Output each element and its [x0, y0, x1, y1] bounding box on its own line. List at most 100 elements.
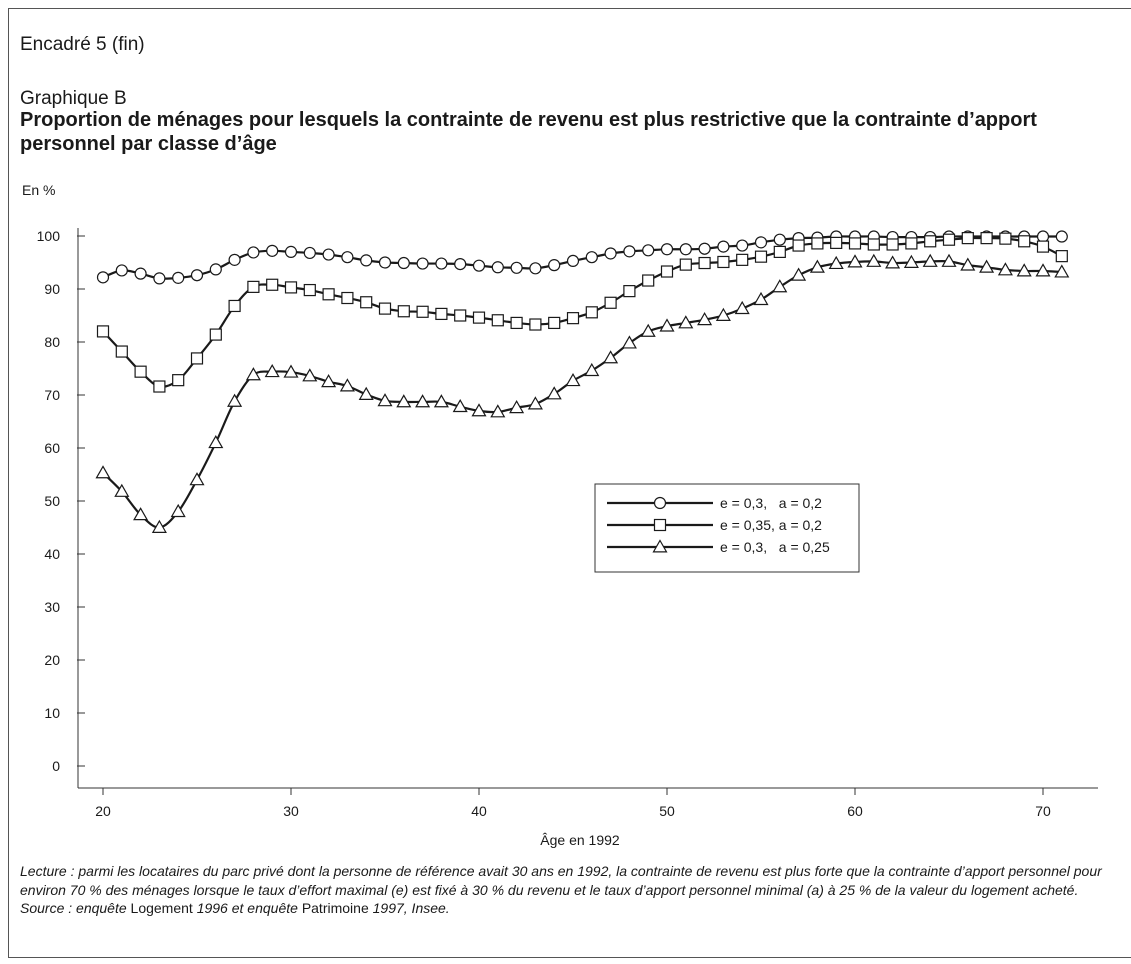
data-point-square-37	[416, 305, 429, 318]
data-point-square-47	[604, 296, 617, 309]
data-point-triangle-46	[584, 362, 600, 377]
data-point-square-25	[190, 352, 204, 365]
legend-box	[594, 483, 860, 573]
data-point-square-65	[942, 233, 956, 246]
legend-label-square: e = 0,35, a = 0,2	[720, 517, 822, 533]
legend-marker-triangle	[652, 539, 668, 553]
data-point-triangle-26	[208, 434, 224, 449]
data-point-circle-26	[209, 263, 222, 276]
y-tick-label-70: 70	[44, 387, 60, 403]
data-point-triangle-67	[979, 259, 995, 273]
data-point-square-55	[754, 250, 768, 263]
data-point-triangle-61	[866, 253, 882, 267]
data-point-square-63	[905, 237, 918, 250]
data-point-square-39	[454, 309, 467, 322]
x-tick-label-50: 50	[659, 803, 675, 819]
y-tick-label-50: 50	[44, 493, 60, 509]
data-point-square-21	[115, 345, 128, 358]
data-point-circle-36	[397, 256, 410, 270]
data-point-square-29	[266, 278, 279, 291]
data-point-square-56	[773, 245, 786, 258]
data-point-triangle-44	[546, 386, 562, 400]
data-point-square-52	[698, 256, 711, 270]
x-tick-label-20: 20	[95, 803, 111, 819]
data-point-circle-47	[604, 247, 617, 260]
data-point-square-41	[491, 314, 504, 327]
source-text-1: Source : enquête	[20, 900, 131, 916]
figure-notes: Lecture : parmi les locataires du parc p…	[20, 862, 1115, 918]
data-point-circle-29	[266, 244, 279, 257]
data-point-circle-28	[247, 246, 260, 259]
data-point-square-27	[228, 299, 241, 313]
data-point-circle-35	[378, 256, 392, 269]
data-point-triangle-23	[151, 519, 167, 533]
data-point-square-45	[566, 312, 580, 325]
data-point-square-31	[303, 283, 316, 297]
y-tick-label-100: 100	[37, 228, 61, 244]
data-point-square-20	[96, 325, 110, 338]
source-text-3: 1997, Insee.	[368, 900, 450, 916]
data-point-square-51	[679, 258, 692, 271]
data-point-triangle-29	[264, 363, 280, 378]
data-point-square-59	[830, 236, 843, 249]
data-point-circle-52	[698, 242, 711, 255]
data-point-square-61	[867, 238, 880, 251]
data-point-square-22	[134, 365, 147, 378]
data-point-circle-51	[679, 243, 692, 256]
box-title: Encadré 5 (fin)	[20, 34, 145, 55]
data-point-triangle-41	[490, 404, 506, 418]
legend-marker-circle	[653, 496, 667, 510]
data-point-square-64	[924, 235, 937, 248]
data-point-triangle-71	[1054, 264, 1070, 278]
data-point-triangle-25	[189, 472, 205, 486]
data-point-square-34	[360, 296, 373, 309]
data-point-circle-22	[134, 267, 147, 280]
data-point-square-57	[792, 239, 805, 252]
y-tick-label-20: 20	[44, 652, 60, 668]
x-tick-label-30: 30	[283, 803, 299, 819]
data-point-triangle-22	[133, 507, 149, 521]
data-point-square-58	[811, 237, 824, 250]
data-point-square-42	[510, 316, 523, 330]
data-point-triangle-39	[452, 398, 468, 413]
data-point-triangle-55	[753, 291, 769, 306]
data-point-circle-54	[736, 239, 749, 252]
figure-number: Graphique B	[20, 88, 127, 109]
data-point-triangle-57	[791, 267, 807, 281]
y-axis-unit-label: En %	[22, 182, 56, 198]
data-point-square-53	[717, 255, 730, 269]
data-point-square-68	[999, 232, 1012, 245]
data-point-circle-46	[585, 251, 598, 264]
data-point-square-60	[848, 237, 862, 250]
data-point-triangle-32	[321, 374, 337, 388]
legend-label-circle: e = 0,3, a = 0,2	[720, 495, 822, 511]
data-point-circle-38	[435, 257, 448, 270]
data-point-square-35	[378, 302, 392, 315]
data-point-square-71	[1055, 250, 1068, 263]
figure-title: Proportion de ménages pour lesquels la c…	[20, 109, 1037, 155]
y-tick-label-0: 0	[52, 758, 60, 774]
reading-note: Lecture : parmi les locataires du parc p…	[20, 863, 1102, 898]
source-survey-patrimoine: Patrimoine	[301, 900, 369, 916]
data-point-triangle-51	[678, 315, 694, 329]
data-point-triangle-52	[697, 312, 713, 326]
data-point-circle-53	[717, 240, 730, 253]
data-point-triangle-63	[903, 254, 919, 268]
data-point-triangle-38	[433, 394, 449, 408]
series-line-circle	[102, 235, 1062, 280]
data-point-circle-40	[472, 259, 486, 272]
data-point-circle-70	[1036, 230, 1050, 243]
data-point-circle-43	[529, 262, 542, 275]
y-tick-label-90: 90	[44, 281, 60, 297]
data-point-triangle-59	[828, 255, 844, 270]
data-point-square-49	[642, 274, 655, 287]
data-point-square-23	[153, 380, 166, 393]
data-point-triangle-60	[847, 254, 863, 268]
data-point-circle-45	[566, 254, 580, 268]
data-point-circle-71	[1055, 230, 1068, 243]
data-point-triangle-48	[621, 335, 637, 349]
data-point-triangle-62	[885, 255, 901, 269]
series-line-square	[102, 236, 1063, 388]
data-point-circle-48	[623, 245, 636, 258]
data-point-square-24	[172, 374, 185, 387]
